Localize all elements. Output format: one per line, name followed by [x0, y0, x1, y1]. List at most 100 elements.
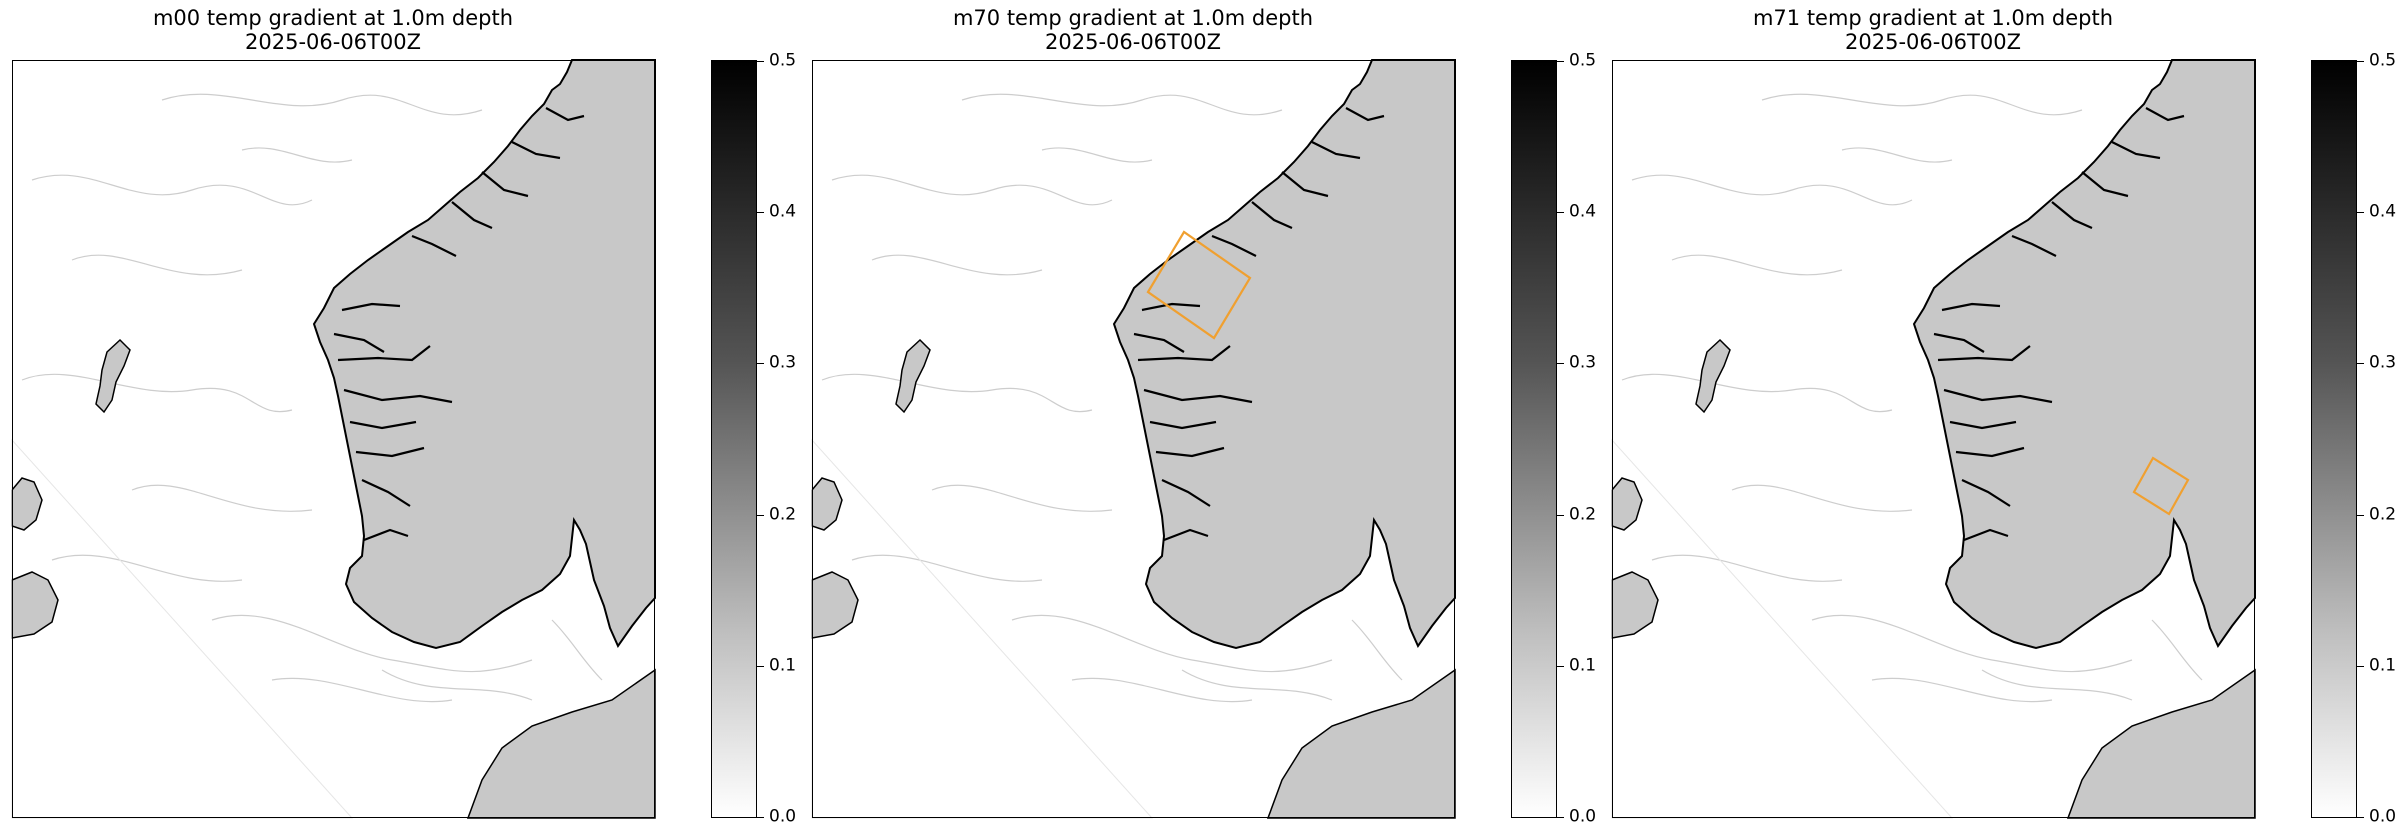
fjord-line [355, 446, 425, 458]
colorbar-gradient [2311, 60, 2357, 818]
temperature-front [381, 669, 533, 701]
fjord-line [1937, 345, 2031, 362]
temperature-front [851, 554, 1043, 582]
temperature-front [2151, 619, 2203, 681]
temperature-front [51, 554, 243, 582]
fjord-line [411, 234, 457, 257]
map-panel-m71 [1611, 59, 2256, 819]
axes-frame [12, 60, 655, 818]
fjord-line [1955, 446, 2025, 458]
fjord-line [2051, 201, 2093, 230]
temperature-front [831, 174, 1113, 206]
temperature-front [551, 619, 603, 681]
axes-frame [812, 60, 1455, 818]
colorbar-tick [1556, 514, 1564, 516]
colorbar-tick-label: 0.3 [769, 352, 797, 373]
fjord-line [1251, 201, 1293, 230]
colorbar-tick-label: 0.5 [1569, 50, 1597, 71]
fjord-line [2111, 141, 2161, 160]
fjord-line [361, 479, 411, 507]
fjord-line [1161, 479, 1211, 507]
colorbar-tick [1556, 212, 1564, 214]
highlight-box [2132, 456, 2190, 516]
temperature-front [1671, 254, 1843, 276]
colorbar-tick-label: 0.3 [2369, 352, 2397, 373]
colorbar-tick-label: 0.4 [1569, 201, 1597, 222]
colorbar-tick-label: 0.2 [1569, 504, 1597, 525]
norway-land [312, 59, 656, 650]
colorbar-tick-label: 0.0 [2369, 806, 2397, 827]
colorbar-tick-label: 0.1 [1569, 655, 1597, 676]
temperature-front [1761, 93, 2083, 116]
colorbar-tick-label: 0.1 [2369, 655, 2397, 676]
temperature-front [1011, 614, 1333, 673]
fjord-line [341, 302, 401, 312]
fjord-line [511, 141, 561, 160]
temperature-front [271, 677, 453, 703]
colorbar-tick [756, 61, 764, 62]
west-island-land [811, 477, 843, 531]
temperature-front [1041, 147, 1153, 163]
colorbar-m71: 0.5 0.4 0.3 0.2 0.1 0.0 [2311, 52, 2400, 825]
scotland-land [1611, 571, 1659, 639]
temperature-front [1631, 174, 1913, 206]
panel-title-line1: m71 temp gradient at 1.0m depth [1752, 6, 2114, 30]
temperature-front [1651, 554, 1843, 582]
colorbar-tick [1556, 665, 1564, 667]
colorbar-tick-label: 0.2 [2369, 504, 2397, 525]
temperature-front [1841, 147, 1953, 163]
highlight-box [1146, 230, 1252, 340]
colorbar-tick-label: 0.2 [769, 504, 797, 525]
fjord-line [1941, 302, 2001, 312]
fjord-line [343, 388, 453, 404]
colorbar-tick-label: 0.1 [769, 655, 797, 676]
temperature-front [31, 174, 313, 206]
fjord-line [1961, 479, 2011, 507]
fjord-line [451, 201, 493, 230]
panel-title-line1: m00 temp gradient at 1.0m depth [152, 6, 514, 30]
temperature-front [1351, 619, 1403, 681]
colorbar-tick-label: 0.0 [769, 806, 797, 827]
fjord-line [1149, 420, 1217, 430]
fjord-line [1133, 332, 1185, 353]
axes-frame [1612, 60, 2255, 818]
fjord-line [481, 171, 529, 198]
colorbar-tick-label: 0.4 [2369, 201, 2397, 222]
temperature-front [1811, 614, 2133, 673]
temperature-front [931, 484, 1113, 512]
panel-title-m71: m71 temp gradient at 1.0m depth 2025-06-… [1603, 6, 2263, 54]
fjord-line [2145, 107, 2185, 122]
fjord-line [1137, 345, 1231, 362]
colorbar-tick [756, 363, 764, 365]
temperature-front [161, 93, 483, 116]
fjord-line [1345, 107, 1385, 122]
panel-title-line2: 2025-06-06T00Z [1845, 30, 2021, 54]
shetland-land [1695, 338, 1731, 414]
fjord-line [1933, 332, 1985, 353]
fjord-line [1281, 171, 1329, 198]
fjord-line [1211, 234, 1257, 257]
temperature-front [211, 614, 533, 673]
map-panel-m00 [11, 59, 656, 819]
colorbar-tick-label: 0.4 [769, 201, 797, 222]
colorbar-tick [756, 665, 764, 667]
colorbar-tick [756, 817, 764, 818]
colorbar-tick [2356, 817, 2364, 818]
temperature-front [21, 373, 293, 413]
panel-title-m70: m70 temp gradient at 1.0m depth 2025-06-… [803, 6, 1463, 54]
colorbar-tick [2356, 514, 2364, 516]
fjord-line [1943, 388, 2053, 404]
colorbar-tick [2356, 212, 2364, 214]
colorbar-tick-label: 0.5 [2369, 50, 2397, 71]
fjord-line [2081, 171, 2129, 198]
colorbar-tick [756, 514, 764, 516]
colorbar-m70: 0.5 0.4 0.3 0.2 0.1 0.0 [1511, 52, 1601, 825]
shetland-land [95, 338, 131, 414]
fjord-line [1949, 420, 2017, 430]
panel-title-m00: m00 temp gradient at 1.0m depth 2025-06-… [3, 6, 663, 54]
scotland-land [11, 571, 59, 639]
colorbar-gradient [711, 60, 757, 818]
fjord-line [545, 107, 585, 122]
temperature-front [821, 373, 1093, 413]
temperature-front [961, 93, 1283, 116]
